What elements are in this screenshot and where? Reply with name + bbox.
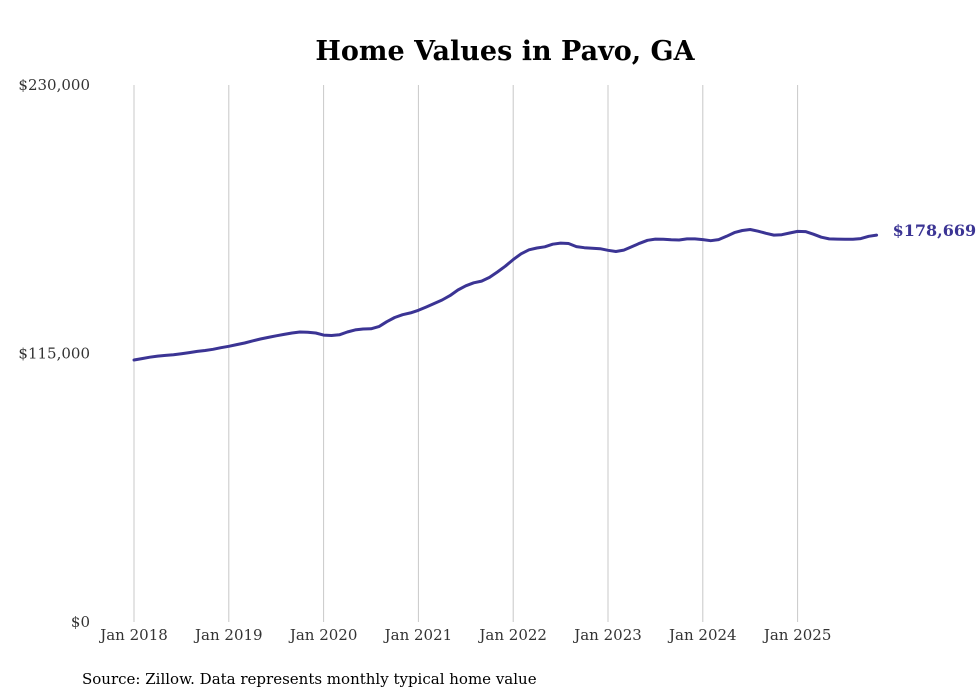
source-note: Source: Zillow. Data represents monthly … xyxy=(82,670,537,688)
y-tick-label: $115,000 xyxy=(18,345,90,363)
x-tick-label: Jan 2019 xyxy=(193,626,263,644)
series-line xyxy=(132,228,879,362)
x-tick-label: Jan 2025 xyxy=(762,626,832,644)
y-axis-tick-labels: $0 $115,000 $230,000 xyxy=(18,76,90,631)
x-tick-label: Jan 2022 xyxy=(477,626,547,644)
vertical-grid-lines xyxy=(133,85,799,622)
series-layer: $178,669 xyxy=(132,221,977,362)
x-tick-label: Jan 2024 xyxy=(667,626,737,644)
x-tick-label: Jan 2023 xyxy=(572,626,642,644)
series-end-value-label: $178,669 xyxy=(893,221,977,240)
y-tick-label: $0 xyxy=(71,613,90,631)
x-tick-label: Jan 2018 xyxy=(98,626,168,644)
x-axis-tick-labels: Jan 2018 Jan 2019 Jan 2020 Jan 2021 Jan 2022… xyxy=(98,626,831,644)
x-tick-label: Jan 2020 xyxy=(288,626,358,644)
y-tick-label: $230,000 xyxy=(18,76,90,94)
x-tick-label: Jan 2021 xyxy=(383,626,453,644)
chart-title: Home Values in Pavo, GA xyxy=(315,36,695,67)
